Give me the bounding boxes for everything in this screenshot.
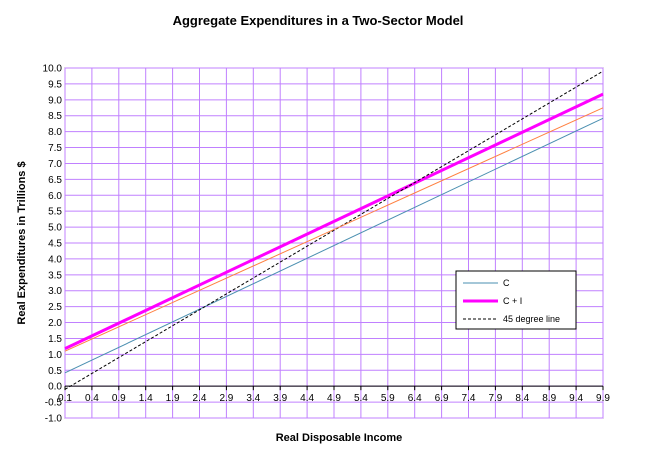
y-axis-label: Real Expenditures in Trillions $ [16,161,28,324]
x-axis-ticks: 0.1 0.4 0.9 1.4 1.9 2.4 2.9 3.4 3.9 4.4 4.9 5.4 5.9 6… [58,386,610,404]
x-tick-label: 0.4 [85,393,99,404]
y-tick-label: -1.0 [45,414,63,425]
y-tick-label: 9.5 [48,79,62,90]
series-line [64,107,604,352]
x-tick-label: 7.9 [488,393,502,404]
series-line [64,92,604,350]
y-tick-label: 0.0 [48,382,62,393]
y-tick-label: 5.5 [48,207,62,218]
y-tick-label: 3.0 [48,286,62,297]
y-tick-label: 5.0 [48,223,62,234]
x-tick-label: 1.4 [139,393,153,404]
legend-label: C [503,278,510,288]
y-tick-label: 6.0 [48,191,62,202]
y-tick-label: 6.5 [48,175,62,186]
y-tick-label: 8.0 [48,127,62,138]
x-tick-label: 9.4 [569,393,583,404]
x-tick-label: 3.9 [273,393,287,404]
y-tick-label: 9.0 [48,95,62,106]
legend: C C + I 45 degree line [455,270,577,330]
legend-items: C C + I 45 degree line [463,278,560,324]
grid-lines [64,67,604,419]
x-tick-label: 0.9 [112,393,126,404]
y-tick-label: 1.0 [48,350,62,361]
x-tick-label: 2.9 [219,393,233,404]
series-lines [64,70,604,390]
x-axis-label: Real Disposable Income [276,432,403,444]
x-tick-label: 6.4 [408,393,422,404]
chart-title: Aggregate Expenditures in a Two-Sector M… [173,13,464,28]
x-tick-label: 3.4 [246,393,260,404]
y-tick-label: 4.5 [48,239,62,250]
legend-label: 45 degree line [503,314,560,324]
x-tick-label: 6.9 [435,393,449,404]
y-axis-ticks: -1.0 -0.5 0.0 0.5 1.0 1.5 2.0 2.5 3.0 3.5 4.0 4.5 5.… [43,64,63,425]
y-tick-label: 1.5 [48,334,62,345]
series-line [64,117,604,374]
x-tick-label: 8.4 [515,393,529,404]
x-tick-label: 5.4 [354,393,368,404]
y-tick-label: 0.5 [48,366,62,377]
x-tick-label: 4.9 [327,393,341,404]
x-tick-label: 2.4 [193,393,207,404]
x-tick-label: 8.9 [542,393,556,404]
x-tick-label: 9.9 [596,393,610,404]
y-tick-label: -0.5 [45,398,63,409]
y-tick-label: 7.0 [48,159,62,170]
x-tick-label: 7.4 [462,393,476,404]
y-tick-label: 2.5 [48,302,62,313]
y-tick-label: 4.0 [48,254,62,265]
y-tick-label: 3.5 [48,270,62,281]
series-line [64,70,604,390]
x-tick-label: 4.4 [300,393,314,404]
y-tick-label: 8.5 [48,111,62,122]
y-tick-label: 2.0 [48,318,62,329]
y-tick-label: 7.5 [48,143,62,154]
x-tick-label: 1.9 [166,393,180,404]
x-tick-label: 5.9 [381,393,395,404]
legend-label: C + I [503,296,522,306]
y-tick-label: 10.0 [43,64,63,75]
x-tick-label: 0.1 [58,393,72,404]
